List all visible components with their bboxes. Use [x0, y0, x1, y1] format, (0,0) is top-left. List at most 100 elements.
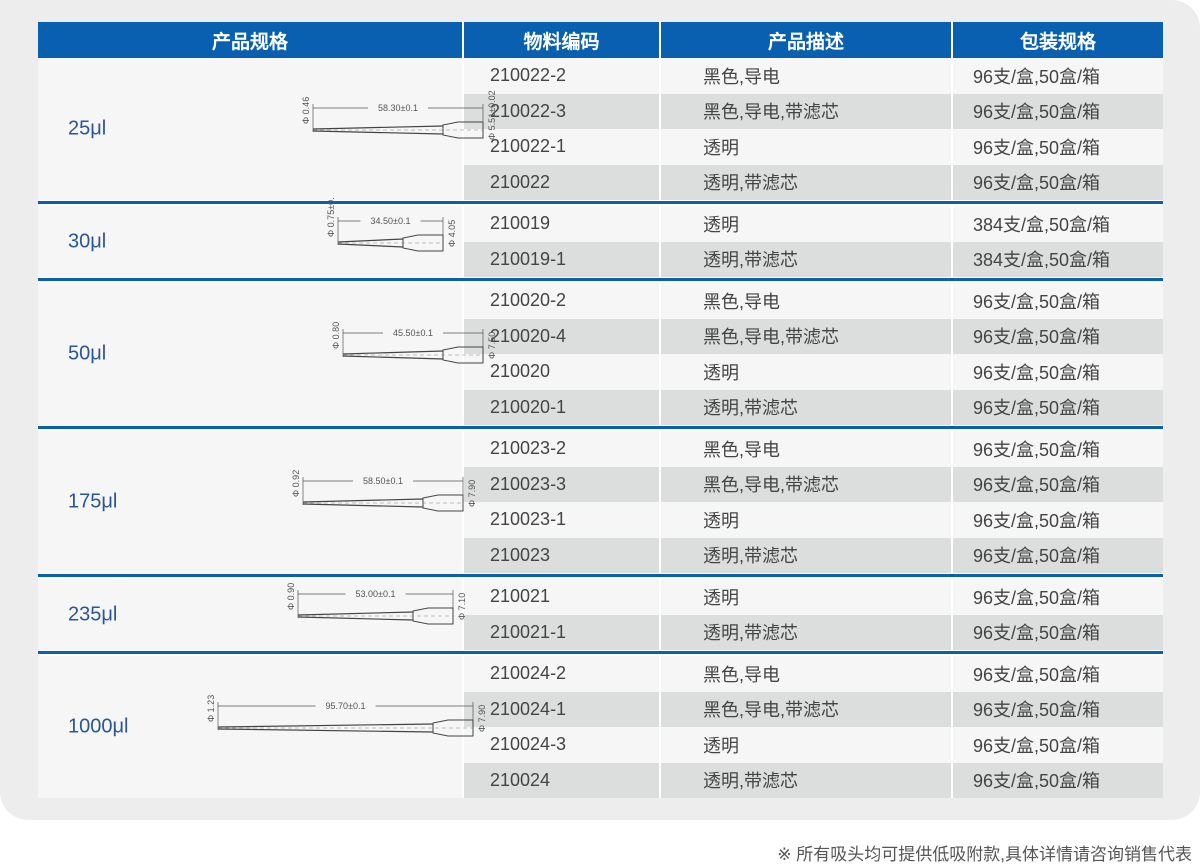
material-code: 210021-1: [464, 614, 661, 650]
spec-cell: 235μl 53.00±0.1 Φ 0.90 Φ 7.10: [38, 579, 467, 650]
product-description: 透明: [661, 502, 953, 538]
product-description: 透明,带滤芯: [661, 537, 953, 573]
table-row: 210022 透明,带滤芯 96支/盒,50盒/箱: [464, 164, 1163, 200]
end-diameter: Φ 4.05: [447, 219, 457, 246]
tip-diameter: Φ 0.92: [291, 470, 301, 497]
product-group: 175μl 58.50±0.1 Φ 0.92 Φ 7.90 210023-2 黑…: [38, 431, 1163, 573]
product-description: 透明,带滤芯: [661, 762, 953, 798]
group-separator: [38, 200, 1163, 206]
end-diameter: Φ 7.90: [477, 705, 487, 732]
packaging-spec: 96支/盒,50盒/箱: [953, 762, 1163, 798]
packaging-spec: 96支/盒,50盒/箱: [953, 58, 1163, 94]
group-rows: 210021 透明 96支/盒,50盒/箱 210021-1 透明,带滤芯 96…: [464, 579, 1163, 650]
product-description: 透明: [661, 727, 953, 763]
spec-cell: 175μl 58.50±0.1 Φ 0.92 Φ 7.90: [38, 431, 477, 573]
length-dimension: 53.00±0.1: [356, 589, 396, 599]
tip-diagram: 58.30±0.1 Φ 0.46 Φ 5.51±0.02: [301, 90, 497, 140]
tip-diameter: Φ 1.23: [206, 695, 216, 722]
material-code: 210020-4: [464, 318, 661, 354]
table-row: 210022-2 黑色,导电 96支/盒,50盒/箱: [464, 58, 1163, 94]
table-row: 210020-4 黑色,导电,带滤芯 96支/盒,50盒/箱: [464, 318, 1163, 354]
material-code: 210024-1: [464, 691, 661, 727]
material-code: 210022: [464, 164, 661, 200]
spec-volume: 235μl: [68, 603, 118, 625]
table-header: 产品规格 物料编码 产品描述 包装规格: [38, 22, 1163, 58]
product-description: 黑色,导电,带滤芯: [661, 691, 953, 727]
tip-diameter: Φ 0.46: [301, 97, 311, 124]
spec-volume: 1000μl: [68, 715, 129, 738]
material-code: 210023: [464, 537, 661, 573]
tip-diagram: 95.70±0.1 Φ 1.23 Φ 7.90: [206, 695, 487, 737]
table-row: 210020-2 黑色,导电 96支/盒,50盒/箱: [464, 283, 1163, 319]
spec-volume: 175μl: [68, 490, 118, 513]
packaging-spec: 96支/盒,50盒/箱: [953, 691, 1163, 727]
packaging-spec: 96支/盒,50盒/箱: [953, 129, 1163, 165]
material-code: 210019-1: [464, 241, 661, 277]
length-dimension: 58.30±0.1: [378, 103, 418, 113]
table-row: 210023 透明,带滤芯 96支/盒,50盒/箱: [464, 537, 1163, 573]
product-description: 黑色,导电: [661, 283, 953, 319]
length-dimension: 95.70±0.1: [326, 701, 366, 711]
group-rows: 210022-2 黑色,导电 96支/盒,50盒/箱 210022-3 黑色,导…: [464, 58, 1163, 200]
table-row: 210023-3 黑色,导电,带滤芯 96支/盒,50盒/箱: [464, 466, 1163, 502]
packaging-spec: 96支/盒,50盒/箱: [953, 502, 1163, 538]
spec-volume: 50μl: [68, 342, 107, 365]
length-dimension: 34.50±0.1: [371, 216, 411, 226]
product-description: 透明: [661, 579, 953, 615]
header-desc: 产品描述: [661, 22, 953, 58]
tip-diagram: 34.50±0.1 Φ 0.75±0.05 Φ 4.05: [326, 197, 457, 251]
footnote: ※ 所有吸头均可提供低吸附款,具体详情请咨询销售代表: [777, 845, 1192, 864]
group-rows: 210023-2 黑色,导电 96支/盒,50盒/箱 210023-3 黑色,导…: [464, 431, 1163, 573]
header-code: 物料编码: [464, 22, 661, 58]
table-row: 210021-1 透明,带滤芯 96支/盒,50盒/箱: [464, 614, 1163, 650]
product-description: 透明: [661, 206, 953, 242]
product-description: 透明,带滤芯: [661, 614, 953, 650]
spec-cell: 30μl 34.50±0.1 Φ 0.75±0.05 Φ 4.05: [38, 197, 464, 277]
product-group: 25μl 58.30±0.1 Φ 0.46 Φ 5.51±0.02 210022…: [38, 58, 1163, 200]
product-description: 透明,带滤芯: [661, 241, 953, 277]
product-description: 透明,带滤芯: [661, 389, 953, 425]
material-code: 210024-2: [464, 656, 661, 692]
product-description: 黑色,导电: [661, 58, 953, 94]
group-separator: [38, 650, 1163, 656]
header-pack: 包装规格: [1019, 31, 1096, 53]
material-code: 210020-2: [464, 283, 661, 319]
spec-cell: 50μl 45.50±0.1 Φ 0.80 Φ 7.50: [38, 283, 497, 425]
spec-volume: 25μl: [68, 117, 107, 140]
product-description: 黑色,导电: [661, 431, 953, 467]
product-description: 黑色,导电,带滤芯: [661, 466, 953, 502]
product-group: 50μl 45.50±0.1 Φ 0.80 Φ 7.50 210020-2 黑色…: [38, 283, 1163, 425]
table-row: 210024-1 黑色,导电,带滤芯 96支/盒,50盒/箱: [464, 691, 1163, 727]
tip-diagram: 45.50±0.1 Φ 0.80 Φ 7.50: [331, 322, 497, 364]
length-dimension: 58.50±0.1: [363, 476, 403, 486]
spec-cell: 1000μl 95.70±0.1 Φ 1.23 Φ 7.90: [38, 656, 487, 798]
product-description: 透明: [661, 129, 953, 165]
packaging-spec: 96支/盒,50盒/箱: [953, 614, 1163, 650]
table-row: 210022-3 黑色,导电,带滤芯 96支/盒,50盒/箱: [464, 93, 1163, 129]
packaging-spec: 96支/盒,50盒/箱: [953, 656, 1163, 692]
product-group: 235μl 53.00±0.1 Φ 0.90 Φ 7.10 210021 透明 …: [38, 579, 1163, 650]
group-rows: 210024-2 黑色,导电 96支/盒,50盒/箱 210024-1 黑色,导…: [464, 656, 1163, 798]
tip-diameter: Φ 0.90: [286, 582, 296, 609]
product-description: 黑色,导电,带滤芯: [661, 93, 953, 129]
header-spec: 产品规格: [38, 22, 464, 58]
packaging-spec: 96支/盒,50盒/箱: [953, 466, 1163, 502]
product-description: 黑色,导电: [661, 656, 953, 692]
packaging-spec: 96支/盒,50盒/箱: [953, 354, 1163, 390]
group-separator: [38, 277, 1163, 283]
packaging-spec: 96支/盒,50盒/箱: [953, 389, 1163, 425]
material-code: 210024: [464, 762, 661, 798]
material-code: 210023-1: [464, 502, 661, 538]
table-row: 210023-2 黑色,导电 96支/盒,50盒/箱: [464, 431, 1163, 467]
packaging-spec: 96支/盒,50盒/箱: [953, 164, 1163, 200]
length-dimension: 45.50±0.1: [393, 328, 433, 338]
product-description: 透明: [661, 354, 953, 390]
table-row: 210019 透明 384支/盒,50盒/箱: [464, 206, 1163, 242]
packaging-spec: 96支/盒,50盒/箱: [953, 283, 1163, 319]
table-row: 210020 透明 96支/盒,50盒/箱: [464, 354, 1163, 390]
packaging-spec: 384支/盒,50盒/箱: [953, 241, 1163, 277]
packaging-spec: 96支/盒,50盒/箱: [953, 727, 1163, 763]
packaging-spec: 96支/盒,50盒/箱: [953, 537, 1163, 573]
product-description: 黑色,导电,带滤芯: [661, 318, 953, 354]
material-code: 210020-1: [464, 389, 661, 425]
